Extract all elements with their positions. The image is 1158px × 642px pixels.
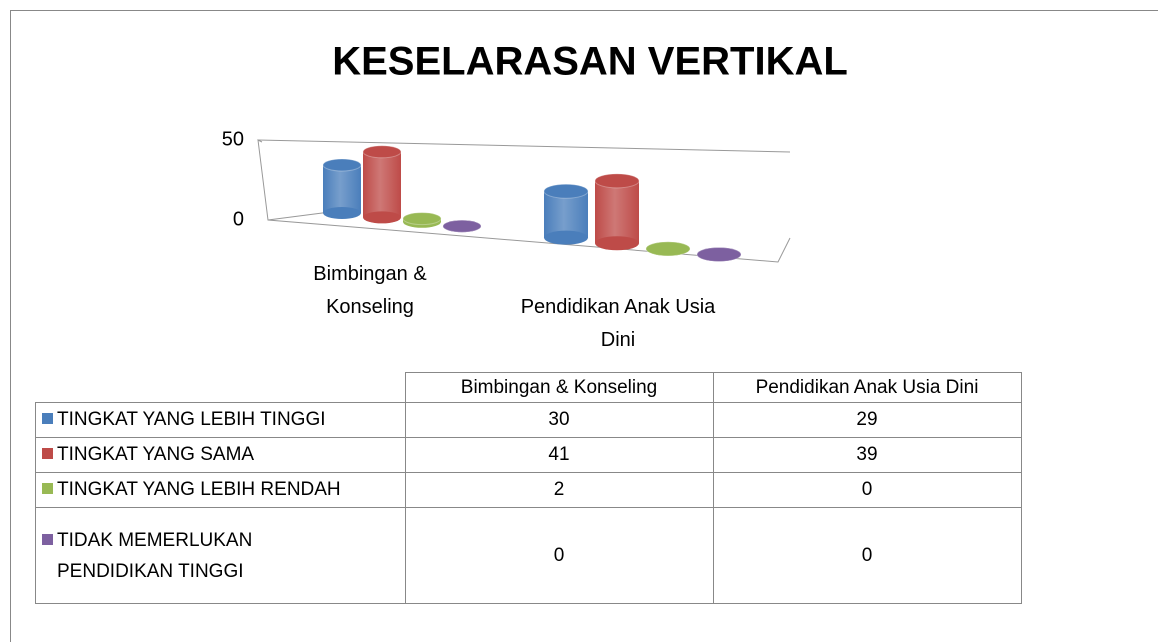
cylinder — [696, 246, 742, 262]
cylinder-top — [402, 212, 442, 226]
table-row: TINGKAT YANG SAMA 41 39 — [35, 437, 1022, 473]
cylinder-top — [645, 241, 691, 257]
cylinder-body — [544, 191, 588, 238]
legend-label: TIDAK MEMERLUKAN PENDIDIKAN TINGGI — [57, 529, 253, 582]
chart-title: KESELARASAN VERTIKAL — [332, 40, 848, 84]
value-cell: 0 — [712, 472, 1022, 508]
cylinder-body — [595, 180, 639, 244]
column-header: Bimbingan & Konseling — [404, 372, 714, 403]
cylinder — [402, 212, 442, 228]
cylinder — [322, 158, 362, 219]
chart-frame — [10, 10, 1158, 642]
cylinder-top — [594, 173, 640, 189]
value-cell: 0 — [404, 507, 714, 604]
chart: KESELARASAN VERTIKAL 0 50 — [222, 40, 848, 263]
cylinder-bottom — [595, 236, 639, 251]
legend-cell: TIDAK MEMERLUKAN PENDIDIKAN TINGGI — [35, 507, 406, 604]
data-table: Bimbingan & Konseling Pendidikan Anak Usi… — [35, 372, 1022, 604]
cylinder-bottom — [544, 230, 588, 245]
cylinder-top — [696, 246, 742, 262]
value-cell: 0 — [712, 507, 1022, 604]
legend-swatch — [42, 483, 53, 494]
cylinder — [362, 145, 402, 224]
table-row: TIDAK MEMERLUKAN PENDIDIKAN TINGGI 0 0 — [35, 507, 1022, 604]
legend-cell: TINGKAT YANG SAMA — [35, 437, 406, 473]
cylinder — [645, 241, 691, 257]
value-cell: 2 — [404, 472, 714, 508]
cylinder — [594, 173, 640, 251]
value-cell: 30 — [404, 402, 714, 438]
cylinder-top — [442, 219, 482, 233]
cylinder-body — [323, 165, 361, 213]
cylinder-body — [363, 151, 401, 218]
cylinder-top — [362, 145, 402, 159]
empty-cell — [35, 372, 406, 403]
cylinder — [543, 183, 589, 245]
legend-swatch — [42, 448, 53, 459]
y-tick-label: 0 — [233, 208, 244, 230]
cylinder — [442, 219, 482, 233]
value-cell: 39 — [712, 437, 1022, 473]
table-row: TINGKAT YANG LEBIH TINGGI 30 29 — [35, 402, 1022, 438]
category-label: Bimbingan & Konseling — [313, 263, 427, 318]
legend-swatch — [42, 413, 53, 424]
category-label: Pendidikan Anak Usia Dini — [520, 296, 716, 351]
floor-edge — [267, 211, 331, 221]
legend-cell: TINGKAT YANG LEBIH TINGGI — [35, 402, 406, 438]
table-row: TINGKAT YANG LEBIH RENDAH 2 0 — [35, 472, 1022, 508]
legend-swatch — [42, 533, 53, 545]
value-cell: 41 — [404, 437, 714, 473]
cylinder-top — [543, 183, 589, 199]
grid-line — [257, 139, 791, 153]
cylinder-bottom — [363, 211, 401, 224]
cylinder-bottom — [323, 207, 361, 219]
legend-cell: TINGKAT YANG LEBIH RENDAH — [35, 472, 406, 508]
legend-label: TINGKAT YANG SAMA — [57, 444, 255, 465]
legend-label: TINGKAT YANG LEBIH RENDAH — [57, 479, 341, 500]
value-cell: 29 — [712, 402, 1022, 438]
column-header: Pendidikan Anak Usia Dini — [712, 372, 1022, 403]
cylinder-top — [322, 158, 362, 172]
y-tick-label: 50 — [222, 128, 244, 150]
legend-label: TINGKAT YANG LEBIH TINGGI — [57, 409, 326, 430]
